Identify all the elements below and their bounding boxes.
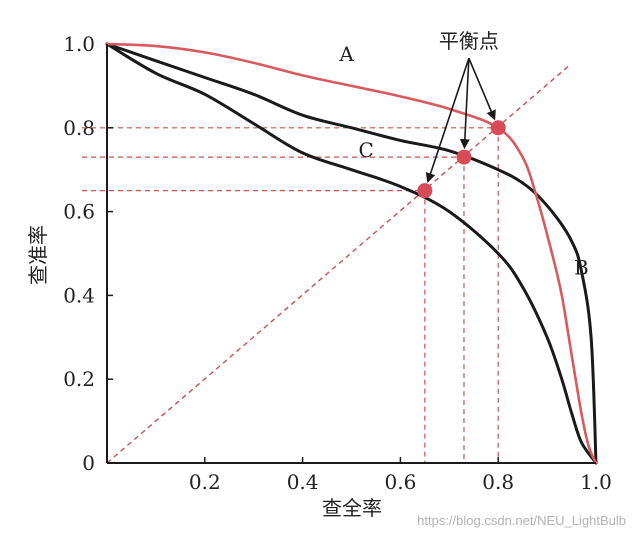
y-axis-title: 查准率	[26, 225, 50, 285]
watermark-text: https://blog.csdn.net/NEU_LightBulb	[417, 513, 626, 528]
diagonal-line	[106, 63, 572, 464]
x-tick-label: 0.4	[287, 470, 319, 494]
curve-b	[105, 42, 598, 465]
ticks-layer: 0.2 0.4 0.6 0.8 1.0 0 0.2 0.4 0.6 0.8 1.0	[63, 32, 612, 494]
curve-c	[105, 42, 598, 465]
curve-label: C	[359, 138, 374, 162]
curve-label: A	[338, 42, 354, 66]
x-tick-label: 0.2	[189, 470, 221, 494]
annotation-label: 平衡点	[439, 29, 499, 53]
y-tick-label: 0.2	[63, 367, 95, 391]
y-tick-label: 0.4	[63, 283, 95, 307]
y-tick-label: 0.6	[63, 200, 95, 224]
arrows-layer	[425, 57, 496, 184]
y-tick-label: 0.8	[63, 116, 95, 140]
curve-label: B	[574, 255, 589, 279]
break-even-marker	[490, 120, 506, 136]
annotation-arrow	[468, 57, 496, 121]
x-axis-title: 查全率	[322, 496, 382, 520]
y-tick-label: 0	[82, 451, 95, 475]
y-tick-label: 1.0	[63, 32, 95, 56]
diagonal-layer	[106, 63, 572, 464]
labels-layer: 查全率 查准率 https://blog.csdn.net/NEU_LightB…	[26, 29, 626, 528]
markers-layer	[417, 120, 506, 199]
break-even-marker	[417, 183, 433, 199]
x-tick-label: 0.8	[482, 470, 514, 494]
curve-a	[105, 42, 598, 465]
break-even-marker	[456, 149, 472, 165]
annotation-arrow	[425, 57, 470, 184]
x-tick-label: 1.0	[580, 470, 612, 494]
x-tick-label: 0.6	[384, 470, 416, 494]
guide-lines-layer	[82, 127, 499, 463]
axes-layer	[106, 44, 596, 464]
annotation-arrow	[459, 58, 470, 150]
curves-layer	[105, 42, 598, 465]
